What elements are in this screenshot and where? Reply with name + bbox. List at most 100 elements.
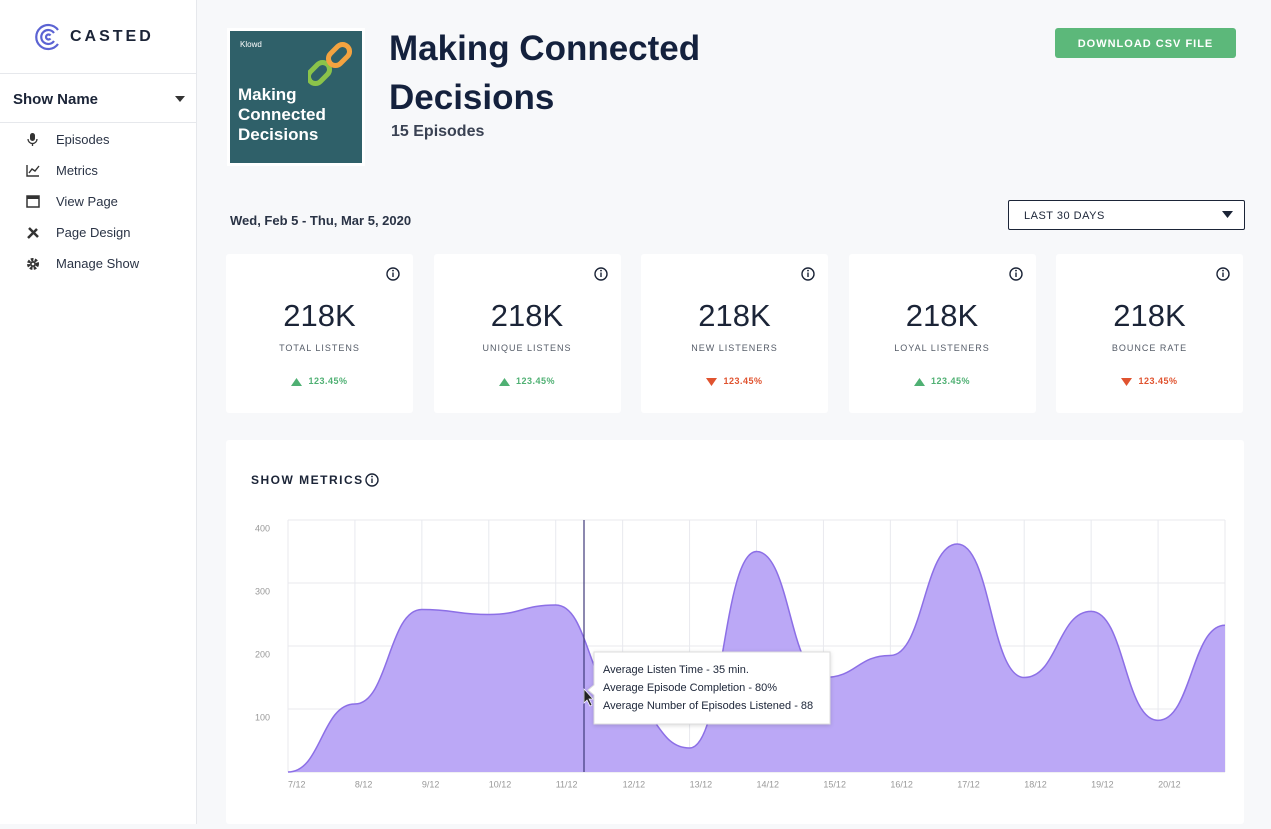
- x-tick-label: 17/12: [957, 779, 980, 789]
- stat-label: BOUNCE RATE: [1111, 343, 1188, 353]
- icon-shape: [27, 227, 39, 239]
- stat-label: NEW LISTENERS: [691, 343, 778, 353]
- stat-value: 218K: [283, 298, 356, 333]
- y-tick-label: 200: [255, 649, 270, 659]
- change-value: 123.45%: [515, 376, 556, 386]
- stat-label: LOYAL LISTENERS: [894, 343, 990, 353]
- stat-change: 123.45%: [849, 376, 1036, 386]
- trend-arrow: [498, 377, 510, 386]
- y-tick-label: 300: [255, 586, 270, 596]
- info-icon[interactable]: [800, 266, 816, 282]
- stat-change: 123.45%: [226, 376, 413, 386]
- icon-shape: [1008, 267, 1023, 281]
- trend-arrow: [706, 377, 718, 386]
- tooltip-line: Average Number of Episodes Listened - 88: [603, 700, 813, 712]
- trend-arrow: [291, 377, 303, 386]
- chart-card: SHOW METRICS 100 200 300 400 7/12 8/12 9/12 10/…: [226, 440, 1244, 824]
- nav-icon: [27, 227, 39, 239]
- info-icon[interactable]: [593, 266, 609, 282]
- x-tick-label: 10/12: [489, 779, 512, 789]
- x-tick-label: 18/12: [1024, 779, 1047, 789]
- y-tick-label: 400: [255, 523, 270, 533]
- x-tick-label: 13/12: [690, 779, 713, 789]
- line: [287, 543, 1226, 773]
- icon-shape: [807, 272, 809, 277]
- mouse-pointer: [583, 688, 594, 707]
- arrow-shape: [706, 377, 718, 386]
- y-tick-label: 100: [255, 712, 270, 722]
- show-selector[interactable]: Show Name: [0, 73, 197, 123]
- info-icon[interactable]: [1008, 266, 1024, 282]
- x-tick-label: 7/12: [288, 779, 306, 789]
- icon-shape: [593, 267, 608, 281]
- cover-image: Klowd Making Connected Decisions: [230, 31, 362, 163]
- nav-item[interactable]: Page Design: [56, 225, 131, 240]
- x-tick-label: 12/12: [623, 779, 646, 789]
- stat-value: 218K: [698, 298, 771, 333]
- cover-art: Klowd Making Connected Decisions: [227, 28, 365, 166]
- icon-shape: [27, 258, 39, 270]
- chart-title: SHOW METRICS: [251, 473, 364, 487]
- arrow-shape: [1121, 377, 1133, 386]
- tooltip-box: [587, 651, 831, 725]
- cover-title: Making Connected Decisions: [238, 85, 326, 144]
- tooltip-line: Average Episode Completion - 80%: [603, 682, 777, 694]
- info-icon[interactable]: [365, 473, 379, 487]
- sidebar: CASTED Show Name Episodes Metrics View Pag…: [0, 0, 197, 824]
- change-value: 123.45%: [930, 376, 971, 386]
- arrow-shape: [291, 377, 303, 386]
- cover-brand: Klowd: [240, 40, 262, 49]
- nav-icon: [26, 165, 40, 177]
- nav-item[interactable]: Metrics: [56, 163, 98, 178]
- x-tick-label: 20/12: [1158, 779, 1181, 789]
- stat-card: 218K LOYAL LISTENERS 123.45%: [848, 254, 1036, 413]
- date-range: Wed, Feb 5 - Thu, Mar 5, 2020: [230, 213, 412, 228]
- info-icon[interactable]: [1215, 266, 1231, 282]
- show-name: Show Name: [13, 91, 99, 108]
- episode-count: 15 Episodes: [391, 123, 485, 140]
- caret: [1222, 211, 1233, 218]
- tooltip-line: Average Listen Time - 35 min.: [603, 664, 749, 676]
- trend-arrow: [913, 377, 925, 386]
- stat-change: 123.45%: [434, 376, 621, 386]
- nav-item[interactable]: Manage Show: [56, 256, 140, 271]
- icon-shape: [392, 269, 394, 272]
- nav-item[interactable]: View Page: [56, 194, 118, 209]
- stat-label: UNIQUE LISTENS: [482, 343, 572, 353]
- stat-value: 218K: [1113, 298, 1186, 333]
- icon-shape: [599, 272, 602, 277]
- nav-icon: [27, 258, 39, 270]
- icon-shape: [392, 272, 394, 277]
- nav-item[interactable]: Episodes: [56, 132, 110, 147]
- stat-change: 123.45%: [1056, 376, 1243, 386]
- icon-shape: [1216, 267, 1230, 281]
- stat-value: 218K: [905, 298, 979, 333]
- x-tick-label: 16/12: [890, 779, 913, 789]
- stat-label: TOTAL LISTENS: [279, 343, 360, 353]
- x-tick-label: 14/12: [757, 779, 780, 789]
- info-icon[interactable]: [385, 266, 401, 282]
- trend-arrow: [1121, 377, 1133, 386]
- stat-card: 218K UNIQUE LISTENS 123.45%: [433, 254, 621, 413]
- icon-shape: [599, 269, 602, 272]
- icon-shape: [27, 138, 38, 146]
- download-button[interactable]: DOWNLOAD CSV FILE: [1055, 28, 1236, 58]
- x-tick-label: 11/12: [556, 779, 578, 789]
- period: LAST 30 DAYS: [1024, 210, 1105, 222]
- icon-shape: [26, 165, 39, 177]
- stat-card: 218K TOTAL LISTENS 123.45%: [226, 254, 413, 413]
- stat-card: 218K BOUNCE RATE 123.45%: [1056, 254, 1243, 413]
- icon-shape: [28, 165, 40, 174]
- icon-shape: [807, 269, 809, 272]
- show-title: Making Connected Decisions: [389, 29, 701, 117]
- nav-icon: [27, 133, 38, 146]
- cover-chain: [308, 41, 353, 87]
- arrow-shape: [498, 377, 510, 386]
- x-tick-label: 15/12: [823, 779, 846, 789]
- period-dropdown[interactable]: LAST 30 DAYS: [1008, 200, 1245, 230]
- icon-shape: [31, 262, 35, 266]
- stat-card: 218K NEW LISTENERS 123.45%: [641, 254, 828, 413]
- caret: [175, 96, 185, 102]
- icon-shape: [1014, 269, 1017, 272]
